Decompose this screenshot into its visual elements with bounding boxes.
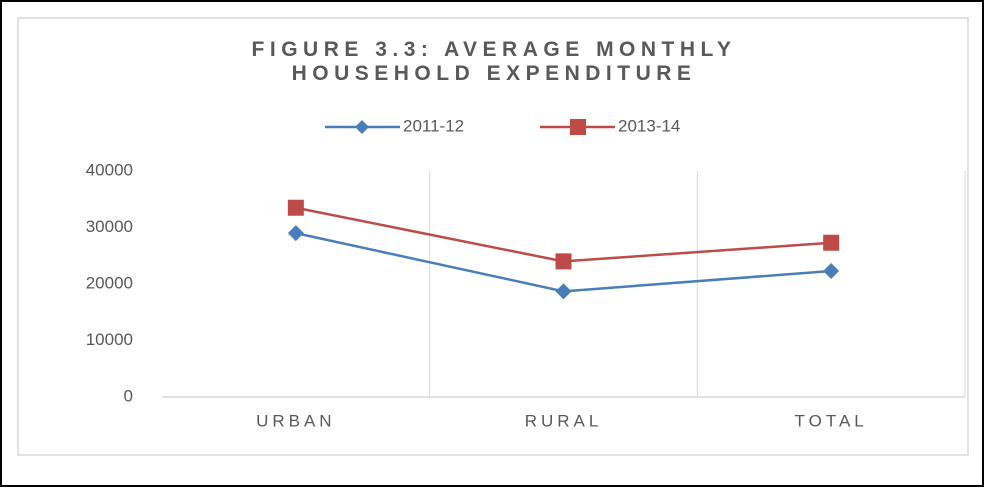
chart-title: FIGURE 3.3: AVERAGE MONTHLY HOUSEHOLD EX… [251,38,737,85]
marker [287,225,304,242]
y-tick-label: 40000 [86,160,133,179]
marker [823,263,840,280]
chart-border [17,17,969,456]
y-tick-label: 0 [124,386,133,405]
legend-label: 2013-14 [618,116,680,135]
y-tick-label: 30000 [86,217,133,236]
x-tick-label: URBAN [256,411,336,430]
x-tick-label: TOTAL [795,411,868,430]
marker [823,234,840,251]
y-tick-label: 10000 [86,330,133,349]
x-tick-label: RURAL [525,411,603,430]
marker [555,283,572,300]
series-line [295,206,832,263]
marker [287,199,304,216]
legend-label: 2011-12 [403,116,464,135]
marker [555,253,572,270]
y-tick-label: 20000 [86,273,133,292]
legend-marker [570,119,586,135]
legend-marker [355,120,369,134]
